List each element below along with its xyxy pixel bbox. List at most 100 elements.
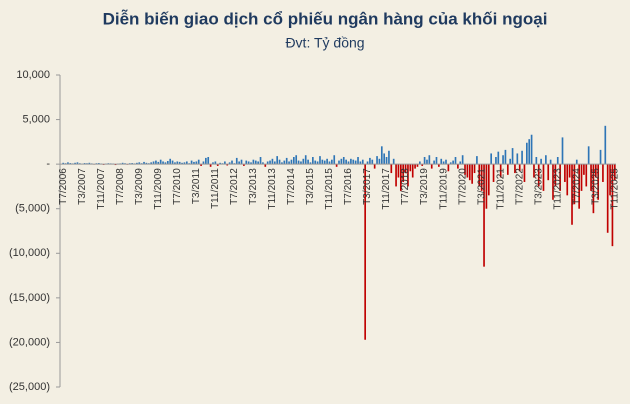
- bar: [587, 146, 590, 165]
- bar: [338, 160, 340, 165]
- bar: [98, 163, 100, 165]
- bar: [69, 163, 72, 165]
- bar: [590, 164, 592, 191]
- bar: [421, 164, 424, 166]
- bar: [76, 162, 79, 165]
- bar: [252, 159, 255, 165]
- x-tick-label: T7/2024: [571, 168, 582, 205]
- bar: [269, 160, 271, 165]
- bar: [490, 153, 493, 165]
- bar: [556, 157, 559, 165]
- x-tick-label: T11/2023: [552, 168, 563, 210]
- bar: [214, 161, 217, 165]
- bar: [540, 158, 542, 165]
- bar: [190, 160, 193, 165]
- x-tick-label: T7/2010: [172, 168, 183, 205]
- y-tick-label: (15,000): [9, 292, 50, 304]
- bar: [131, 163, 133, 165]
- y-tick-label: (10,000): [9, 247, 50, 259]
- bar: [597, 164, 599, 200]
- bar: [611, 164, 614, 247]
- bar: [309, 162, 312, 165]
- bar: [445, 159, 447, 165]
- bar: [480, 164, 483, 191]
- bar: [264, 164, 267, 167]
- bar: [361, 159, 364, 165]
- bar: [492, 164, 495, 182]
- bar: [428, 155, 431, 165]
- bar: [281, 162, 283, 165]
- bar: [240, 159, 243, 165]
- bar: [568, 164, 571, 178]
- bar: [373, 164, 376, 169]
- bar: [433, 160, 435, 165]
- bar: [537, 164, 540, 187]
- bar: [549, 159, 552, 165]
- bar: [359, 161, 362, 165]
- bar: [609, 164, 611, 196]
- bar: [364, 164, 366, 340]
- bar: [202, 161, 205, 165]
- x-tick-label: T11/2013: [267, 168, 278, 210]
- bar: [183, 162, 186, 165]
- bar: [369, 157, 371, 165]
- bar: [366, 161, 369, 165]
- bar: [514, 164, 516, 174]
- bar: [316, 161, 319, 165]
- bar: [319, 156, 321, 165]
- bar: [452, 160, 454, 165]
- bar: [606, 164, 609, 233]
- bar: [399, 164, 402, 191]
- bar: [273, 161, 276, 165]
- bar: [430, 164, 433, 169]
- bar: [266, 161, 269, 165]
- bar: [271, 158, 274, 165]
- bar: [566, 164, 569, 196]
- bar: [518, 164, 521, 172]
- bar: [554, 164, 557, 187]
- bar: [171, 160, 174, 165]
- bar: [224, 161, 226, 165]
- y-tick-label: (25,000): [9, 381, 50, 393]
- bar: [509, 158, 512, 165]
- bar: [276, 156, 279, 165]
- bar: [523, 164, 526, 182]
- bar: [62, 162, 65, 165]
- bar: [466, 164, 469, 178]
- bar: [464, 164, 466, 175]
- bar: [216, 164, 219, 166]
- bar: [212, 162, 214, 165]
- bar: [174, 162, 176, 165]
- bar: [502, 155, 504, 165]
- chart-subtitle: Đvt: Tỷ đồng: [285, 35, 364, 51]
- bar: [250, 162, 252, 165]
- bar: [245, 160, 248, 165]
- x-tick-label: T11/2017: [381, 168, 392, 210]
- bar: [402, 164, 405, 182]
- bar: [185, 161, 188, 165]
- bar: [219, 162, 221, 165]
- bar: [312, 157, 314, 165]
- bar: [392, 158, 395, 165]
- bar: [235, 157, 238, 165]
- bar: [468, 164, 471, 181]
- bar: [88, 162, 91, 165]
- bar: [350, 158, 352, 165]
- y-tick-label: (5,000): [15, 203, 50, 215]
- bar: [197, 159, 200, 165]
- bar: [323, 160, 326, 165]
- bar: [257, 161, 259, 165]
- bar: [497, 151, 500, 165]
- bar: [542, 164, 545, 191]
- x-tick-label: T11/2009: [153, 168, 164, 210]
- bar: [200, 164, 202, 166]
- bar: [594, 164, 597, 178]
- bar: [613, 164, 616, 181]
- bar: [157, 161, 160, 165]
- bar: [371, 159, 374, 165]
- bar: [159, 159, 162, 165]
- x-tick-label: T7/2008: [115, 168, 126, 205]
- bar: [254, 160, 257, 165]
